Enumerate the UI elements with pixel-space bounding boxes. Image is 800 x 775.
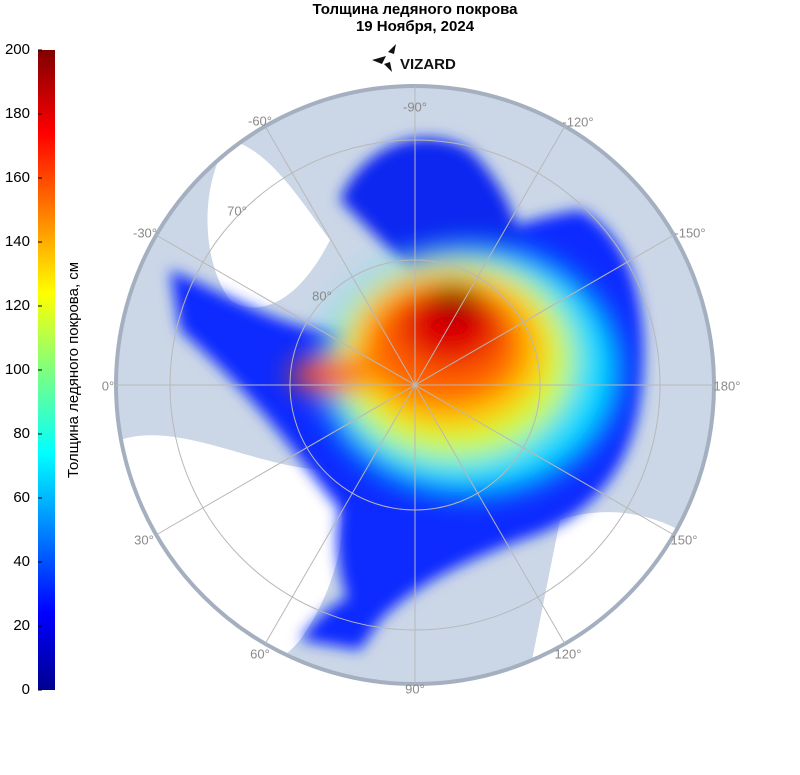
colorbar-tick-label: 20 <box>13 617 30 634</box>
longitude-label: 180° <box>714 378 741 393</box>
date: 19 Ноября, 2024 <box>356 18 475 35</box>
longitude-label: -30° <box>133 225 157 240</box>
colorbar-tick-label: 0 <box>22 681 30 698</box>
latitude-label: 80° <box>312 288 332 303</box>
longitude-label: 150° <box>671 532 698 547</box>
longitude-label: 0° <box>102 378 114 393</box>
logo: VIZARD <box>400 56 456 73</box>
longitude-label: -60° <box>248 113 272 128</box>
colorbar-label: Толщина ледяного покрова, см <box>65 262 82 478</box>
colorbar-tick-label: 140 <box>5 233 30 250</box>
title: Толщина ледяного покрова <box>313 1 519 18</box>
colorbar-tick-label: 60 <box>13 489 30 506</box>
longitude-label: -90° <box>403 99 427 114</box>
longitude-label: 60° <box>250 646 270 661</box>
colorbar-tick-label: 160 <box>5 169 30 186</box>
colorbar-ticks: 0 20 40 60 80 100 120 140 160 180 200 <box>5 41 42 698</box>
logo-icon <box>372 44 396 72</box>
colorbar-tick-label: 40 <box>13 553 30 570</box>
longitude-label: 90° <box>405 681 425 696</box>
latitude-label: 70° <box>227 203 247 218</box>
colorbar-tick-label: 180 <box>5 105 30 122</box>
colorbar <box>38 50 55 690</box>
colorbar-tick-label: 120 <box>5 297 30 314</box>
longitude-label: 30° <box>134 532 154 547</box>
colorbar-tick-label: 200 <box>5 41 30 58</box>
colorbar-tick-label: 80 <box>13 425 30 442</box>
colorbar-tick-label: 100 <box>5 361 30 378</box>
longitude-label: -120° <box>562 114 593 129</box>
map <box>114 84 716 686</box>
longitude-label: -150° <box>674 225 705 240</box>
longitude-label: 120° <box>555 646 582 661</box>
